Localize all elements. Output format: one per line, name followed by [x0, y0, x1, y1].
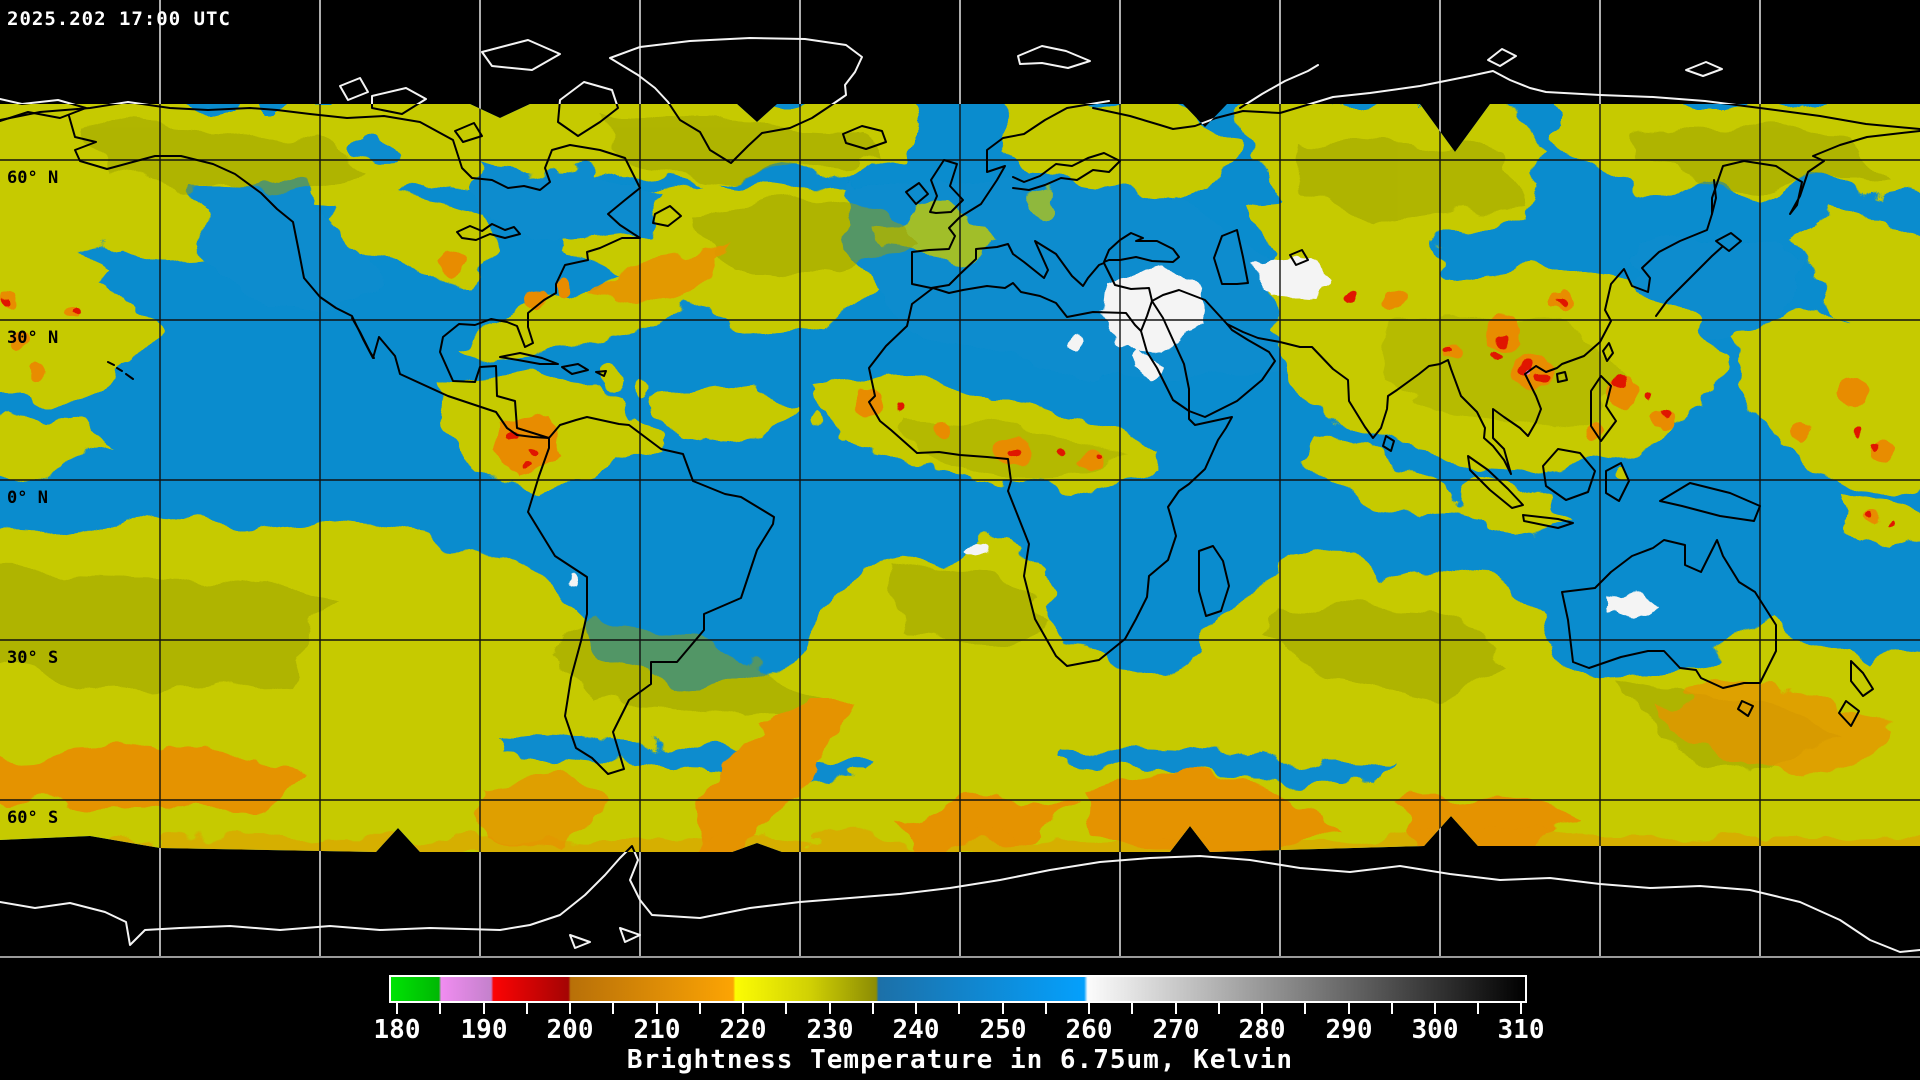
colorbar-tick-label-280: 280: [1239, 1015, 1286, 1045]
latitude-label-30n: 30° N: [7, 328, 58, 348]
colorbar-tick-label-300: 300: [1412, 1015, 1459, 1045]
graticule-black: [0, 104, 1920, 852]
colorbar-tick-label-180: 180: [374, 1015, 421, 1045]
timestamp-label: 2025.202 17:00 UTC: [7, 8, 231, 30]
colorbar-tick-label-190: 190: [461, 1015, 508, 1045]
colorbar-ticks: [396, 1003, 1522, 1014]
latitude-label-60n: 60° N: [7, 168, 58, 188]
latitude-label-0n: 0° N: [7, 488, 48, 508]
colorbar-tick-label-230: 230: [807, 1015, 854, 1045]
colorbar-tick-label-240: 240: [893, 1015, 940, 1045]
colorbar-tick-label-270: 270: [1153, 1015, 1200, 1045]
colorbar-tick-label-260: 260: [1066, 1015, 1113, 1045]
latitude-label-30s: 30° S: [7, 648, 58, 668]
latitude-label-60s: 60° S: [7, 808, 58, 828]
colorbar: 180 190 200 210 220 230 240 250 260 270 …: [374, 975, 1545, 1075]
colorbar-tick-label-290: 290: [1326, 1015, 1373, 1045]
map-data-region: [0, 104, 1920, 852]
colorbar-gradient-bar: [389, 975, 1527, 1003]
colorbar-tick-label-200: 200: [547, 1015, 594, 1045]
colorbar-tick-label-310: 310: [1498, 1015, 1545, 1045]
colorbar-tick-label-250: 250: [980, 1015, 1027, 1045]
colorbar-caption: Brightness Temperature in 6.75um, Kelvin: [627, 1045, 1293, 1075]
colorbar-tick-label-220: 220: [720, 1015, 767, 1045]
colorbar-tick-label-210: 210: [634, 1015, 681, 1045]
